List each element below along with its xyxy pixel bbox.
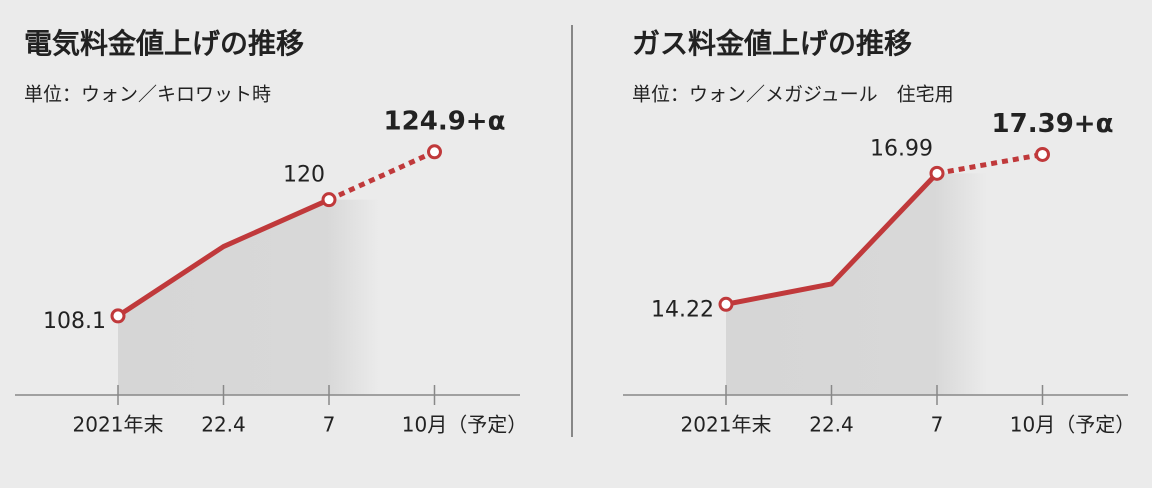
line-forecast (327, 149, 436, 202)
data-label: 108.1 (43, 309, 106, 334)
data-label: 17.39+α (992, 109, 1114, 139)
chart-title: 電気料金値上げの推移 (24, 27, 304, 60)
chart-subtitle: 単位：ウォン／メガジュール 住宅用 (632, 84, 954, 106)
chart-subtitle: 単位：ウォン／キロワット時 (24, 84, 271, 106)
chart-title: ガス料金値上げの推移 (632, 27, 912, 60)
x-tick-label: 7 (323, 413, 336, 437)
area-shade (118, 199, 379, 395)
area-shade (726, 173, 987, 395)
line-forecast (936, 151, 1043, 176)
point (1035, 146, 1050, 162)
x-tick-label: 2021年末 (681, 413, 772, 437)
line (725, 171, 939, 307)
x-tick-label: 22.4 (201, 413, 246, 437)
x-tick-label: 7 (931, 413, 944, 437)
x-tick-label: 10月（予定） (402, 413, 527, 437)
point (427, 144, 442, 160)
x-tick-label: 10月（予定） (1010, 413, 1135, 437)
data-label: 124.9+α (384, 106, 506, 136)
line (116, 197, 331, 318)
point (929, 165, 945, 181)
data-label: 16.99 (870, 136, 933, 161)
point (718, 296, 734, 312)
point (110, 308, 126, 324)
data-label: 14.22 (651, 297, 714, 322)
point (321, 192, 337, 208)
x-tick-label: 2021年末 (73, 413, 164, 437)
data-label: 120 (283, 163, 325, 188)
x-tick-label: 22.4 (809, 413, 854, 437)
